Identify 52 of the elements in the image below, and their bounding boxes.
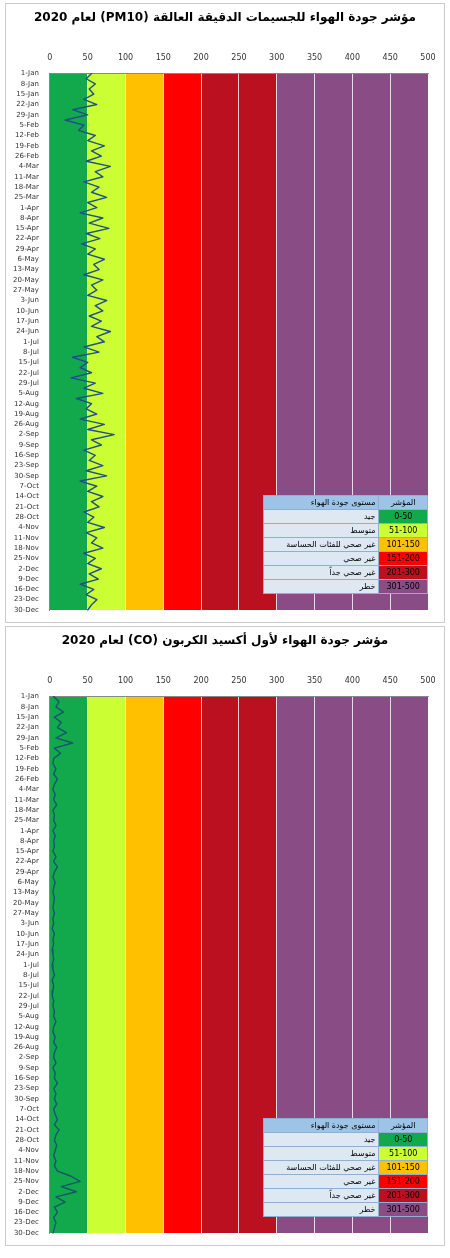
x-tick-label: 400 [344, 675, 361, 685]
annotation: غير صحي جداً [263, 1188, 379, 1203]
annotation: 301-500 [378, 1202, 428, 1217]
x-tick-label: 450 [382, 675, 398, 685]
x-tick-label: 200 [193, 675, 209, 685]
x-tick-label: 500 [420, 52, 436, 62]
annotation: جيد [263, 509, 379, 524]
annotation: غير صحي للفئات الحساسة [263, 1160, 379, 1175]
x-tick-label: 100 [117, 52, 134, 62]
annotation: 201-300 [378, 565, 428, 580]
x-tick-label: 150 [155, 52, 171, 62]
annotation: غير صحي للفئات الحساسة [263, 537, 379, 552]
annotation: 0-50 [378, 1132, 428, 1147]
x-tick-label: 150 [155, 675, 171, 685]
annotation: 51-100 [378, 523, 428, 538]
x-tick-label: 300 [269, 52, 285, 62]
x-tick-label: 50 [82, 675, 93, 685]
annotation: المؤشر [378, 495, 428, 510]
annotation: 101-150 [378, 537, 428, 552]
annotation: 151-200 [378, 1174, 428, 1189]
x-tick-label: 0 [47, 675, 53, 685]
annotation: 151-200 [378, 551, 428, 566]
x-tick-label: 250 [231, 52, 247, 62]
chart-title: مؤشر جودة الهواء لأول أكسيد الكربون (CO) لعام 2020 [60, 631, 390, 650]
annotation: متوسط [263, 523, 379, 538]
annotation: خطر [263, 579, 379, 594]
x-tick-label: 250 [231, 675, 247, 685]
chart-title: مؤشر جودة الهواء للجسيمات الدقيقة العالقة (PM10) لعام 2020 [32, 9, 418, 27]
x-tick-label: 500 [420, 675, 436, 685]
annotation: 0-50 [378, 509, 428, 524]
annotation: متوسط [263, 1146, 379, 1161]
annotation: 201-300 [378, 1188, 428, 1203]
x-tick-label: 300 [269, 675, 285, 685]
annotation: جيد [263, 1132, 379, 1147]
annotation: غير صحي [263, 1174, 379, 1189]
x-tick-label: 450 [382, 52, 398, 62]
x-tick-label: 50 [82, 52, 93, 62]
x-tick-label: 350 [306, 675, 323, 685]
x-tick-label: 100 [117, 675, 134, 685]
annotation: خطر [263, 1202, 379, 1217]
x-tick-label: 0 [47, 52, 53, 62]
annotation: المؤشر [378, 1118, 428, 1133]
x-tick-label: 400 [344, 52, 361, 62]
annotation: مستوى جودة الهواء [263, 495, 379, 510]
x-tick-label: 350 [306, 52, 323, 62]
annotation: غير صحي [263, 551, 379, 566]
annotation: غير صحي جداً [263, 565, 379, 580]
annotation: 101-150 [378, 1160, 428, 1175]
x-tick-label: 200 [193, 52, 209, 62]
annotation: 301-500 [378, 579, 428, 594]
annotation: مستوى جودة الهواء [263, 1118, 379, 1133]
annotation: 51-100 [378, 1146, 428, 1161]
